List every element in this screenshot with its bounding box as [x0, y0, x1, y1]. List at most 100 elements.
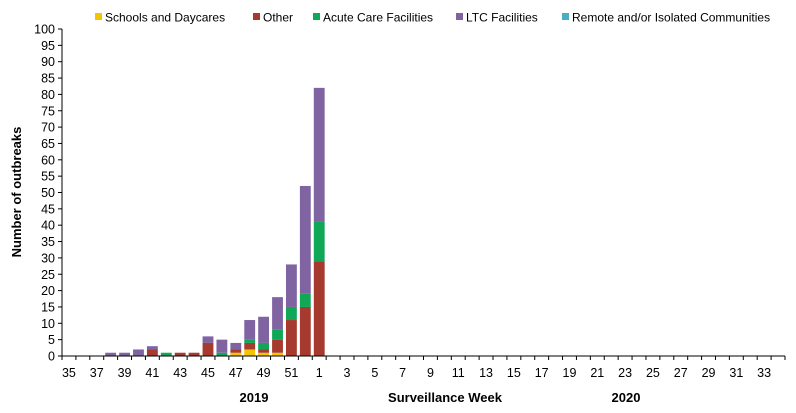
x-tick-label: 49: [257, 366, 271, 380]
x-tick-label: 25: [646, 366, 660, 380]
legend-label: Acute Care Facilities: [323, 11, 433, 25]
y-tick-label: 0: [48, 350, 55, 364]
bar-segment-ltc-facilities-wk46: [216, 339, 228, 353]
y-tick-label: 75: [41, 104, 55, 118]
bar-segment-acute-care-facilities-wk52: [299, 293, 311, 307]
bar-segment-other-wk41: [146, 349, 158, 356]
bar-segment-other-wk52: [299, 306, 311, 356]
bar-segment-other-wk43: [174, 352, 186, 356]
bar-segment-ltc-facilities-wk38: [105, 352, 117, 356]
x-tick-label: 45: [201, 366, 215, 380]
legend-swatch-other: [253, 13, 260, 20]
bar-segment-ltc-facilities-wk41: [146, 346, 158, 350]
bar-segment-schools-and-daycares-wk50: [272, 352, 283, 356]
x-tick-label: 31: [729, 366, 743, 380]
y-tick-label: 90: [41, 55, 55, 69]
bar-segment-other-wk45: [202, 342, 214, 356]
bar-segment-schools-and-daycares-wk49: [258, 352, 270, 356]
bar-segment-ltc-facilities-wk52: [299, 185, 311, 294]
y-tick-label: 40: [41, 219, 55, 233]
legend-label: LTC Facilities: [466, 11, 538, 25]
bar-segment-other-wk50: [272, 339, 283, 353]
bar-segment-ltc-facilities-wk39: [119, 352, 130, 356]
bar-segment-acute-care-facilities-wk1: [313, 221, 325, 262]
x-tick-label: 13: [479, 366, 493, 380]
x-tick-label: 21: [590, 366, 604, 380]
y-tick-label: 15: [41, 300, 55, 314]
bar-segment-schools-and-daycares-wk47: [230, 352, 242, 356]
y-tick-label: 30: [41, 251, 55, 265]
bar-segment-other-wk47: [230, 349, 242, 353]
bar-segment-ltc-facilities-wk45: [202, 336, 214, 343]
bar-segment-schools-and-daycares-wk48: [244, 349, 256, 356]
x-tick-label: 35: [62, 366, 76, 380]
y-axis-ticks: 0 5 10 15 20 25 30 35 40 45 50 55 60 65 70 75 80 85 90 95 10…: [34, 23, 62, 364]
x-axis-ticks: 35 37 39 41 43 45 47 49 51 1 3 5 7 9 11 13 15 17 19 21 23 25 2…: [61, 356, 786, 380]
y-tick-label: 65: [41, 137, 55, 151]
x-tick-label: 29: [702, 366, 716, 380]
y-tick-label: 100: [34, 23, 55, 37]
bar-segment-acute-care-facilities-wk51: [285, 306, 297, 321]
legend-swatch-ltc-facilities: [456, 13, 463, 20]
y-tick-label: 35: [41, 235, 55, 249]
y-tick-label: 80: [41, 88, 55, 102]
x-tick-label: 9: [427, 366, 434, 380]
x-tick-label: 1: [316, 366, 323, 380]
y-axis-title: Number of outbreaks: [9, 127, 24, 258]
bar-segment-ltc-facilities-wk50: [272, 297, 283, 330]
y-tick-label: 95: [41, 39, 55, 53]
y-tick-label: 55: [41, 170, 55, 184]
bar-segment-acute-care-facilities-wk49: [258, 342, 270, 350]
bar-segment-ltc-facilities-wk48: [244, 320, 256, 340]
bar-segment-other-wk44: [188, 352, 200, 356]
legend-swatch-schools-and-daycares: [95, 13, 102, 20]
x-tick-label: 15: [507, 366, 521, 380]
x-tick-label: 19: [563, 366, 577, 380]
bar-segment-ltc-facilities-wk49: [258, 316, 270, 343]
x-tick-label: 39: [118, 366, 132, 380]
bar-segment-ltc-facilities-wk1: [313, 87, 325, 222]
x-tick-label: 3: [344, 366, 351, 380]
x-axis-title: Surveillance Week: [388, 390, 503, 405]
x-tick-label: 5: [371, 366, 378, 380]
y-tick-label: 5: [48, 333, 55, 347]
year-label-2020: 2020: [612, 390, 641, 405]
bar-segment-acute-care-facilities-wk46: [216, 352, 228, 356]
legend-label: Other: [263, 11, 293, 25]
x-tick-label: 23: [618, 366, 632, 380]
legend-swatch-remote-and-or-isolated-communities: [562, 13, 569, 20]
y-tick-label: 85: [41, 72, 55, 86]
x-tick-label: 7: [399, 366, 406, 380]
y-tick-label: 45: [41, 202, 55, 216]
x-tick-label: 37: [90, 366, 104, 380]
x-tick-label: 33: [757, 366, 771, 380]
bar-segment-other-wk1: [313, 261, 325, 356]
bars: [105, 87, 325, 356]
bar-segment-ltc-facilities-wk47: [230, 342, 242, 350]
legend-label: Schools and Daycares: [105, 11, 225, 25]
bar-segment-acute-care-facilities-wk50: [272, 329, 283, 340]
x-tick-label: 43: [173, 366, 187, 380]
bar-segment-acute-care-facilities-wk48: [244, 339, 256, 343]
legend: Schools and Daycares Other Acute Care Faci…: [95, 11, 770, 25]
x-tick-label: 27: [674, 366, 688, 380]
x-tick-label: 47: [229, 366, 243, 380]
y-tick-label: 10: [41, 317, 55, 331]
legend-label: Remote and/or Isolated Communities: [572, 11, 770, 25]
legend-swatch-acute-care-facilities: [313, 13, 320, 20]
y-tick-label: 70: [41, 121, 55, 135]
x-tick-label: 17: [535, 366, 549, 380]
axes: [61, 29, 785, 357]
bar-segment-other-wk51: [285, 320, 297, 356]
y-tick-label: 50: [41, 186, 55, 200]
bar-segment-other-wk49: [258, 349, 270, 353]
y-tick-label: 20: [41, 284, 55, 298]
year-label-2019: 2019: [240, 390, 269, 405]
bar-segment-ltc-facilities-wk51: [285, 264, 297, 307]
x-tick-label: 51: [284, 366, 298, 380]
y-tick-label: 25: [41, 268, 55, 282]
bar-segment-ltc-facilities-wk40: [133, 349, 144, 356]
bar-segment-other-wk48: [244, 342, 256, 350]
bar-segment-acute-care-facilities-wk42: [160, 352, 172, 356]
